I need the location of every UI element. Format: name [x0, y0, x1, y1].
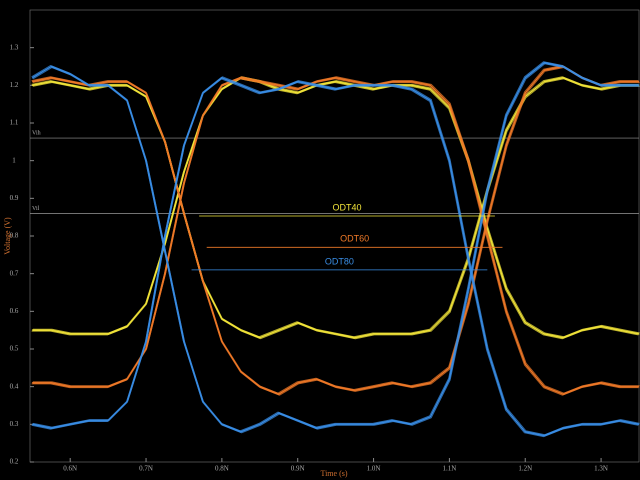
eye-trace: [31, 66, 639, 396]
reference-label: Vih: [32, 130, 41, 136]
eye-trace: [31, 65, 639, 394]
x-axis-label: Time (s): [320, 469, 347, 478]
eye-trace: [32, 77, 640, 339]
y-tick-label: 0.3: [10, 420, 19, 428]
y-tick-label: 1.2: [10, 81, 19, 89]
eye-trace: [32, 76, 640, 436]
y-tick-label: 0.6: [10, 307, 19, 315]
x-tick-label: 1.1N: [442, 465, 456, 473]
x-tick-label: 1.3N: [594, 465, 608, 473]
y-tick-label: 0.4: [10, 382, 19, 390]
measurement-label: ODT40: [333, 202, 362, 212]
x-tick-label: 0.8N: [215, 465, 229, 473]
eye-trace: [31, 77, 639, 339]
measurement-label: ODT60: [340, 234, 369, 244]
y-tick-label: 0.7: [10, 269, 19, 277]
x-tick-label: 0.6N: [63, 465, 77, 473]
y-axis-label: Voltage (V): [3, 217, 12, 255]
x-tick-label: 1.0N: [367, 465, 381, 473]
eye-trace: [33, 76, 640, 394]
eye-trace: [31, 76, 639, 338]
y-tick-label: 0.2: [10, 458, 19, 466]
x-tick-label: 1.2N: [518, 465, 532, 473]
y-tick-label: 1.3: [10, 43, 19, 51]
eye-trace: [33, 76, 640, 338]
eye-trace: [31, 61, 639, 432]
measurement-label: ODT80: [325, 256, 354, 266]
y-tick-label: 0.8: [10, 232, 19, 240]
reference-label: Vil: [32, 206, 40, 212]
y-tick-label: 1: [12, 156, 16, 164]
x-tick-label: 0.9N: [291, 465, 305, 473]
x-tick-label: 0.7N: [139, 465, 153, 473]
y-tick-label: 1.1: [10, 119, 19, 127]
y-tick-label: 0.5: [10, 345, 19, 353]
y-tick-label: 0.9: [10, 194, 19, 202]
